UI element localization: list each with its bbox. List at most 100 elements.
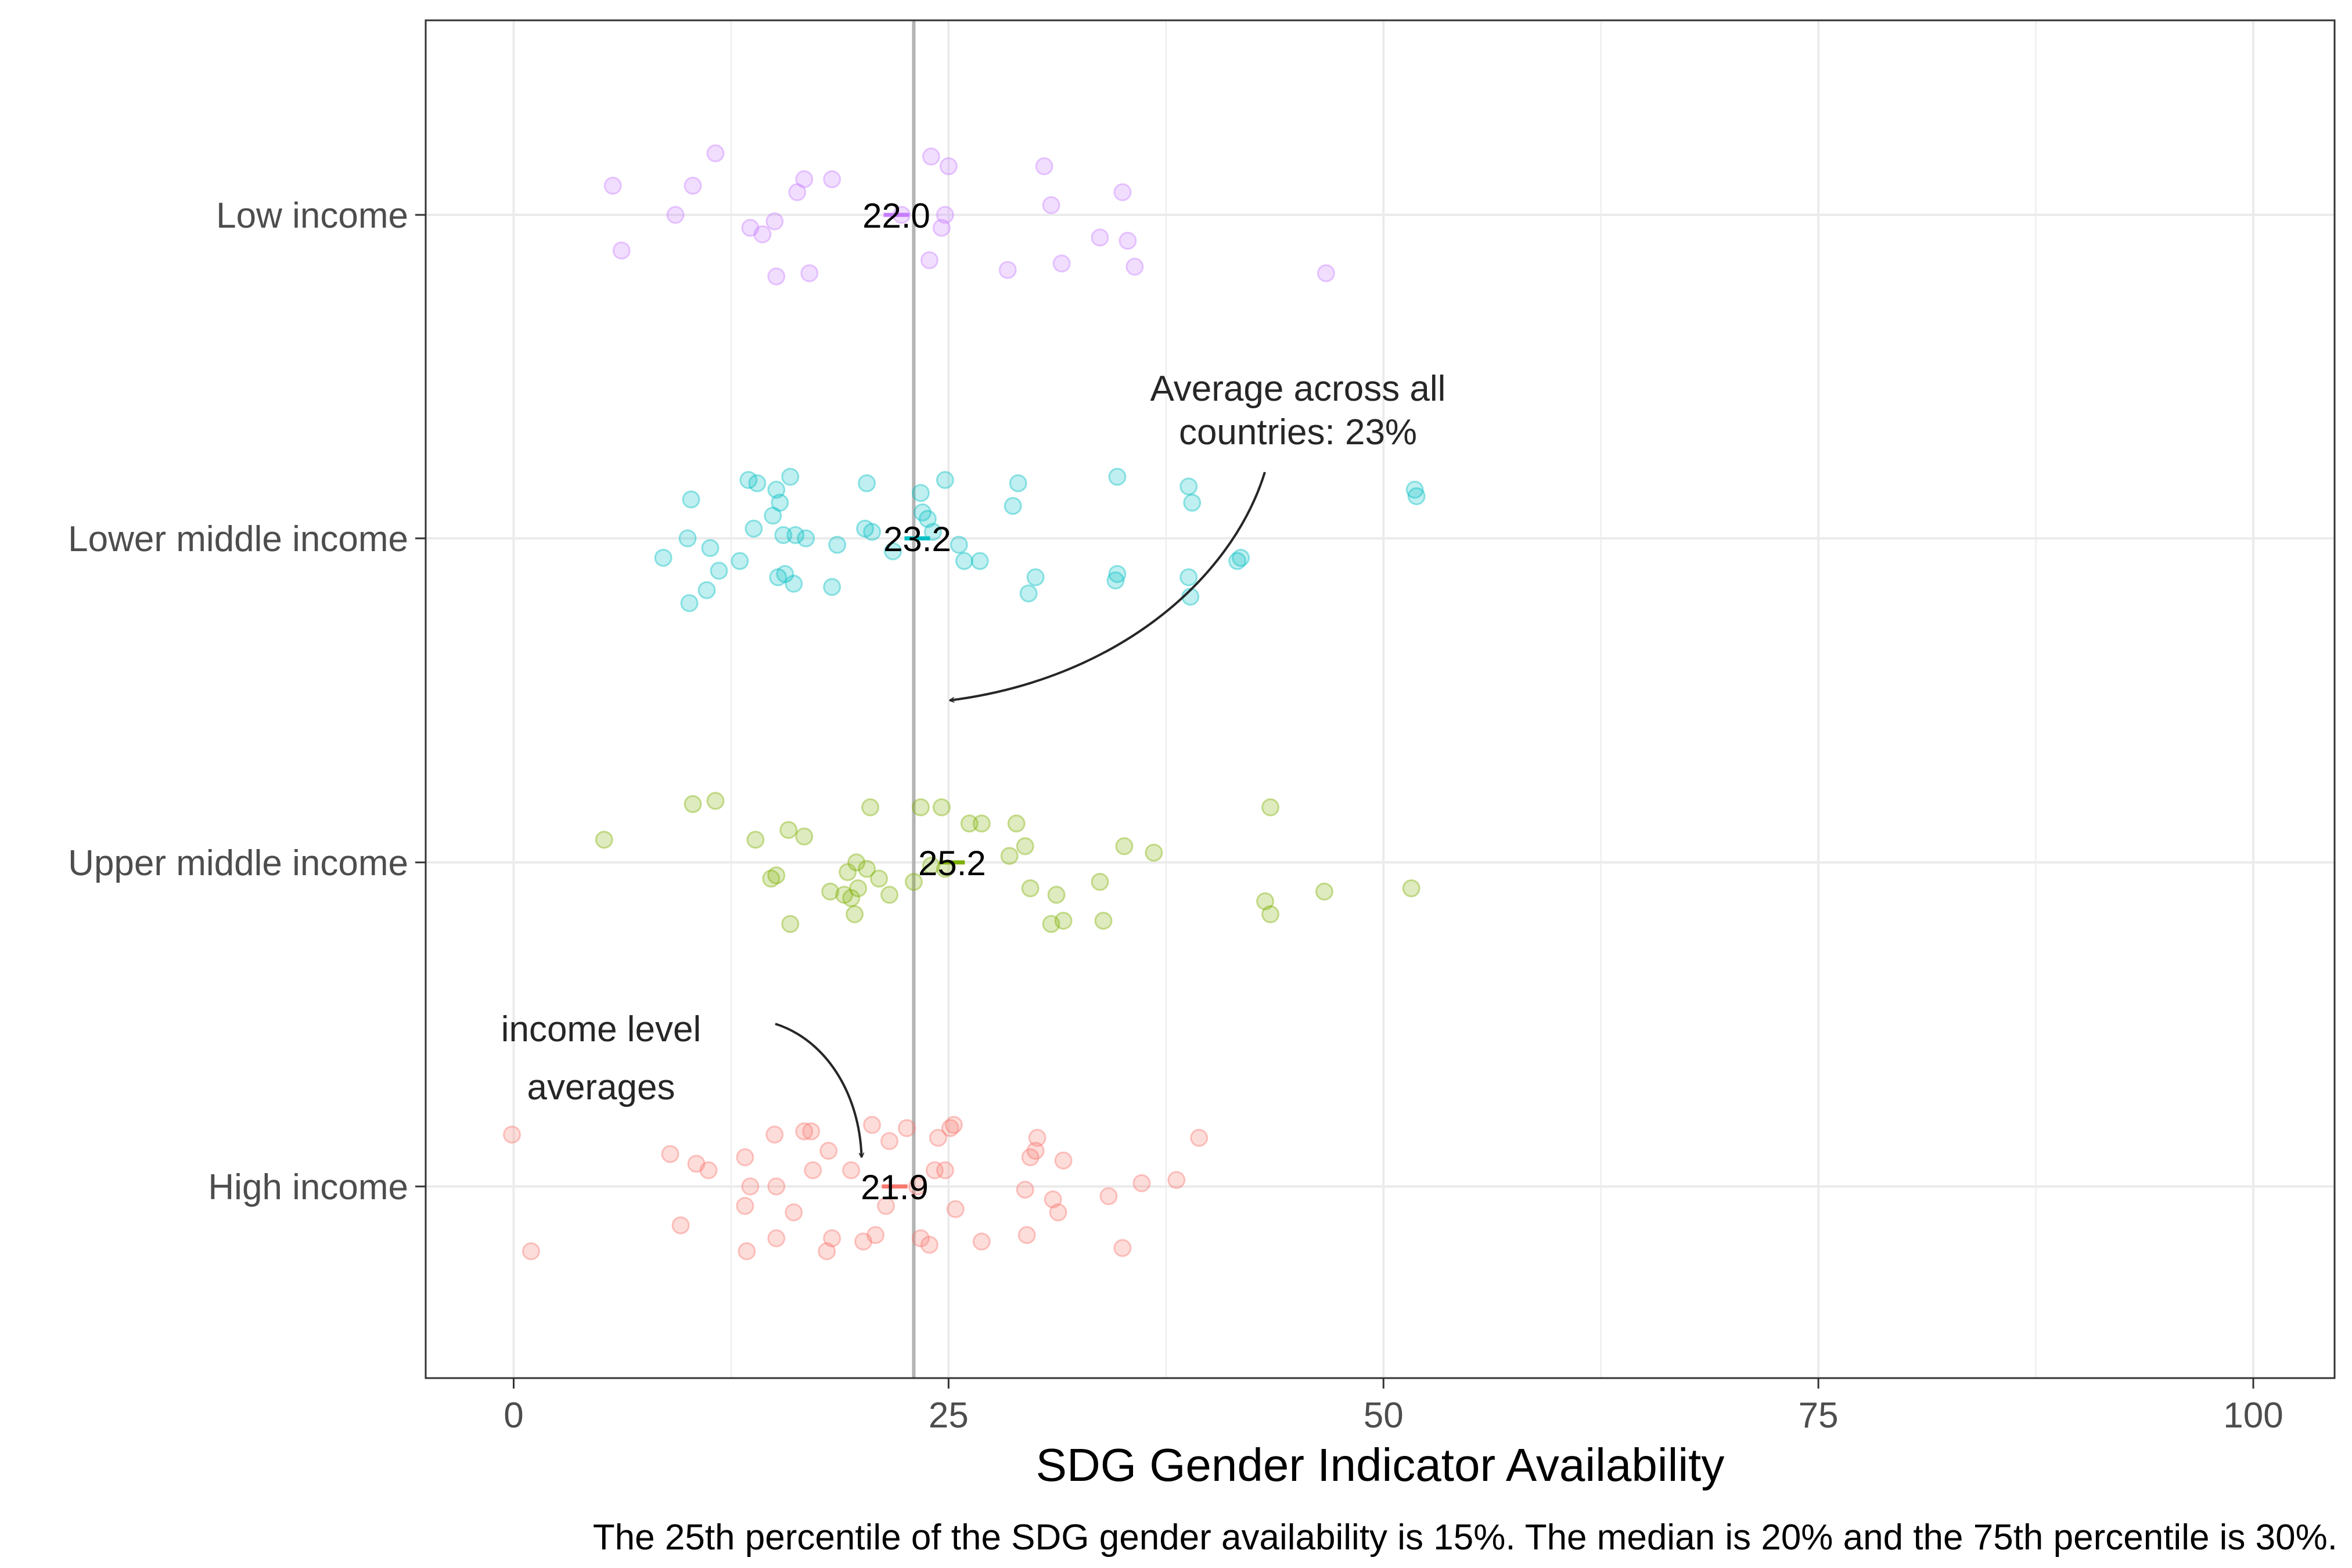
data-point <box>788 183 807 202</box>
data-point <box>1021 879 1040 898</box>
data-point <box>746 830 765 849</box>
data-point <box>779 821 798 839</box>
data-point <box>939 157 958 175</box>
data-point <box>795 1122 814 1141</box>
data-point <box>884 542 902 560</box>
data-point <box>684 795 702 814</box>
data-point <box>941 1119 959 1138</box>
data-point <box>753 225 772 243</box>
data-point <box>1000 847 1019 865</box>
data-point <box>1106 571 1125 590</box>
data-point <box>706 792 725 810</box>
data-point <box>671 1216 690 1235</box>
annotation-text: countries: 23% <box>1179 412 1417 452</box>
data-point <box>1044 1190 1062 1209</box>
data-point <box>800 264 819 282</box>
data-point <box>944 1116 963 1134</box>
data-point <box>1108 467 1127 486</box>
data-point <box>911 798 930 817</box>
data-point <box>936 206 954 224</box>
data-point <box>863 523 882 541</box>
data-point <box>1007 814 1026 833</box>
data-point <box>1108 564 1127 583</box>
annotation-text: Average across all <box>1150 369 1446 409</box>
data-point <box>823 578 841 596</box>
data-point <box>767 1229 786 1247</box>
data-point <box>1228 552 1247 570</box>
data-point <box>666 206 685 224</box>
data-point <box>748 474 767 492</box>
data-point <box>1054 1151 1073 1170</box>
data-point <box>946 1200 965 1218</box>
y-axis: Low income Lower middle income Upper middl… <box>68 196 426 1207</box>
x-tick-label: 25 <box>929 1396 969 1436</box>
data-point <box>955 552 973 570</box>
data-point <box>828 535 847 554</box>
data-point <box>970 552 989 570</box>
data-point <box>687 1155 706 1173</box>
data-point <box>522 1242 540 1261</box>
annotation-text: income level <box>501 1009 702 1049</box>
data-point <box>880 886 899 904</box>
data-point <box>1009 474 1027 492</box>
data-point <box>913 503 932 522</box>
data-point <box>1261 905 1280 923</box>
data-point <box>762 869 781 888</box>
data-point <box>781 915 800 933</box>
x-axis-title: SDG Gender Indicator Availability <box>1036 1439 1725 1491</box>
data-point <box>697 581 716 599</box>
x-tick-label: 0 <box>504 1396 523 1436</box>
data-point <box>870 869 889 888</box>
data-point <box>1407 487 1426 505</box>
data-point <box>699 1161 718 1179</box>
data-point <box>1125 257 1144 276</box>
data-point <box>1232 548 1250 567</box>
data-point <box>1054 911 1073 930</box>
data-point <box>1179 477 1198 496</box>
data-point <box>680 594 699 613</box>
data-point <box>781 467 800 486</box>
data-point <box>1113 1239 1132 1257</box>
data-point <box>769 568 787 587</box>
x-axis: 0 25 50 75 100 <box>504 1378 2283 1436</box>
x-tick-label: 50 <box>1364 1396 1404 1436</box>
data-point <box>765 212 784 231</box>
data-point <box>911 1229 930 1247</box>
data-point <box>936 1161 954 1179</box>
data-point <box>661 1145 679 1163</box>
data-point <box>821 882 840 901</box>
data-point <box>911 484 930 502</box>
data-point <box>736 1196 754 1215</box>
data-point <box>612 241 631 260</box>
data-point <box>998 261 1017 279</box>
x-tick-label: 75 <box>1799 1396 1839 1436</box>
data-point <box>960 814 979 833</box>
data-point <box>1042 196 1060 214</box>
data-point <box>804 1161 822 1179</box>
plot-panel-border <box>425 19 2336 1379</box>
data-point <box>858 859 876 878</box>
y-tick-label: High income <box>208 1167 408 1207</box>
data-point <box>1004 497 1022 515</box>
data-point <box>736 1148 754 1167</box>
data-points <box>503 144 1426 1261</box>
data-point <box>745 519 763 538</box>
data-point <box>1042 915 1060 933</box>
series-upper-middle-income <box>595 792 1420 933</box>
data-point <box>922 857 940 875</box>
group-mean-label: 25.2 <box>918 844 986 883</box>
data-point <box>823 170 841 189</box>
group-mean-label: 21.9 <box>861 1168 929 1207</box>
data-point <box>1047 886 1066 904</box>
data-point <box>774 526 793 544</box>
series-high-income <box>503 1116 1209 1261</box>
data-point <box>861 798 880 817</box>
data-point <box>950 535 968 554</box>
data-point <box>1145 843 1163 862</box>
data-point <box>1261 798 1280 817</box>
data-point <box>1099 1187 1118 1206</box>
data-point <box>972 1232 991 1251</box>
data-point <box>654 548 672 567</box>
